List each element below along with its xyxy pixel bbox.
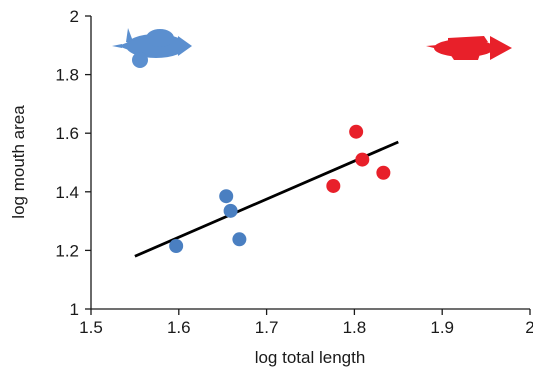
x-tick-label: 1.9: [430, 318, 454, 337]
x-tick-label: 1.5: [79, 318, 103, 337]
x-tick-label: 1.8: [343, 318, 367, 337]
axes: [90, 16, 530, 310]
y-ticks: 1 1.2 1.4 1.6 1.8 2: [55, 7, 91, 319]
data-point-series-2: [355, 152, 370, 167]
y-tick-label: 2: [70, 7, 79, 26]
y-axis-title: log mouth area: [9, 105, 28, 219]
data-points: [169, 124, 391, 254]
data-point-series-2: [326, 178, 341, 193]
x-ticks: 1.5 1.6 1.7 1.8 1.9 2: [79, 309, 533, 337]
x-tick-label: 2: [525, 318, 533, 337]
y-tick-label: 1.8: [55, 66, 79, 85]
x-tick-label: 1.6: [167, 318, 191, 337]
trend-line: [134, 140, 399, 258]
y-tick-label: 1.2: [55, 241, 79, 260]
y-tick-label: 1.4: [55, 183, 79, 202]
red-fish-icon: [426, 36, 512, 60]
data-point-series-2: [376, 165, 391, 180]
x-tick-label: 1.7: [255, 318, 279, 337]
data-point-series-1: [169, 239, 184, 254]
blue-fish-icon: [112, 28, 192, 68]
x-axis-title: log total length: [255, 348, 366, 367]
data-point-series-1: [219, 189, 234, 204]
y-tick-label: 1: [70, 300, 79, 319]
data-point-series-2: [349, 124, 364, 139]
data-point-series-1: [223, 203, 238, 218]
data-point-series-1: [232, 232, 247, 247]
y-tick-label: 1.6: [55, 124, 79, 143]
